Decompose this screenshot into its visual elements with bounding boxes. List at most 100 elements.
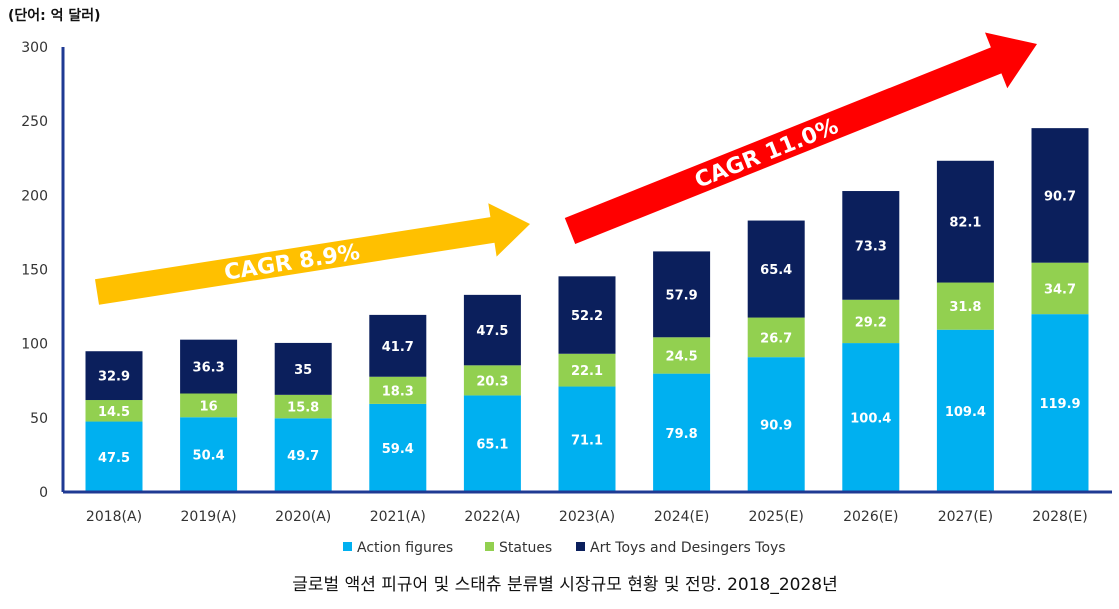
- bar-segment: [463, 365, 521, 396]
- bar-segment: [558, 386, 616, 492]
- cagr-arrow-2: [564, 32, 1037, 244]
- legend-swatch: [576, 542, 585, 551]
- data-label: 22.1: [571, 364, 603, 379]
- bar-segment: [463, 395, 521, 492]
- y-tick-label: 150: [21, 263, 48, 279]
- y-axis: 0 50 100 150 200 250 300: [21, 40, 65, 501]
- legend-label: Statues: [499, 540, 552, 556]
- bar-segment: [842, 191, 900, 300]
- y-tick-label: 50: [30, 411, 48, 427]
- data-label: 34.7: [1044, 282, 1076, 297]
- x-tick-label: 2028(E): [1032, 509, 1087, 525]
- cagr-label-2: CAGR 11.0%: [691, 114, 842, 194]
- data-label: 35: [294, 363, 312, 378]
- data-label: 100.4: [850, 412, 891, 427]
- bar-segment: [180, 417, 238, 492]
- data-label: 79.8: [666, 427, 698, 442]
- bar-segment: [936, 329, 994, 492]
- data-label: 26.7: [760, 331, 792, 346]
- legend-label: Art Toys and Desingers Toys: [590, 540, 786, 556]
- data-label: 109.4: [945, 405, 986, 420]
- bar-segment: [463, 294, 521, 366]
- bar-segment: [747, 357, 805, 492]
- bar-segment: [936, 282, 994, 330]
- bar-segment: [1031, 314, 1089, 492]
- data-label: 59.4: [382, 442, 414, 457]
- bar-segment: [274, 394, 332, 419]
- data-label: 41.7: [382, 340, 414, 355]
- y-tick-label: 300: [21, 40, 48, 56]
- bar-segment: [369, 376, 427, 404]
- legend-swatch: [485, 542, 494, 551]
- y-tick-label: 100: [21, 337, 48, 353]
- bar-segment: [1031, 262, 1089, 315]
- bar-segment: [653, 373, 711, 492]
- data-label: 71.1: [571, 433, 603, 448]
- cagr-label-1: CAGR 8.9%: [223, 240, 362, 286]
- bar-segment: [274, 342, 332, 395]
- legend-label: Action figures: [357, 540, 453, 556]
- data-label: 73.3: [855, 239, 887, 254]
- x-tick-label: 2025(E): [748, 509, 803, 525]
- bar-segment: [85, 400, 143, 422]
- bar-segment: [747, 317, 805, 358]
- cagr-arrow-1: [95, 203, 530, 305]
- bar-segment: [85, 351, 143, 401]
- data-label: 20.3: [476, 374, 508, 389]
- bar-segment: [1031, 128, 1089, 263]
- y-tick-label: 0: [39, 485, 48, 501]
- data-label: 82.1: [949, 216, 981, 231]
- x-tick-label: 2027(E): [938, 509, 993, 525]
- data-label: 49.7: [287, 449, 319, 464]
- bar-segment: [274, 418, 332, 492]
- data-label: 90.7: [1044, 189, 1076, 204]
- data-label: 31.8: [949, 300, 981, 315]
- legend: Action figures Statues Art Toys and Desing…: [343, 540, 786, 556]
- bar-segment: [842, 343, 900, 492]
- bar-segment: [85, 421, 143, 492]
- data-label: 15.8: [287, 401, 319, 416]
- bar-segment: [180, 393, 238, 418]
- x-tick-label: 2018(A): [86, 509, 142, 525]
- x-tick-label: 2022(A): [464, 509, 520, 525]
- data-label: 16: [200, 399, 218, 414]
- bar-segment: [369, 314, 427, 377]
- data-label: 65.1: [476, 438, 508, 453]
- data-label: 14.5: [98, 405, 130, 420]
- x-tick-label: 2023(A): [559, 509, 615, 525]
- bar-segment: [653, 337, 711, 374]
- data-label: 119.9: [1039, 397, 1080, 412]
- bar-segment: [747, 220, 805, 318]
- unit-label: (단어: 억 달러): [8, 7, 101, 24]
- data-label: 65.4: [760, 263, 792, 278]
- legend-swatch: [343, 542, 352, 551]
- data-label: 18.3: [382, 384, 414, 399]
- y-tick-label: 200: [21, 188, 48, 204]
- data-label: 50.4: [193, 449, 225, 464]
- data-label: 47.5: [98, 451, 130, 466]
- data-label: 57.9: [666, 288, 698, 303]
- data-label: 36.3: [193, 361, 225, 376]
- bars: 47.5 14.5 32.9 50.4 16 36.3 49.7 15.8 35 59.4 18.3…: [85, 128, 1089, 492]
- data-label: 52.2: [571, 309, 603, 324]
- x-tick-label: 2021(A): [370, 509, 426, 525]
- bar-segment: [558, 276, 616, 354]
- data-label: 32.9: [98, 370, 130, 385]
- data-label: 29.2: [855, 315, 887, 330]
- x-tick-label: 2024(E): [654, 509, 709, 525]
- bar-segment: [842, 299, 900, 344]
- bar-segment: [369, 403, 427, 492]
- data-label: 90.9: [760, 419, 792, 434]
- y-tick-label: 250: [21, 114, 48, 130]
- x-tick-label: 2020(A): [275, 509, 331, 525]
- chart-caption: 글로벌 액션 피규어 및 스태츄 분류별 시장규모 현황 및 전망. 2018_…: [292, 575, 837, 595]
- x-axis: 2018(A) 2019(A) 2020(A) 2021(A) 2022(A) 2023(…: [63, 490, 1112, 525]
- bar-segment: [936, 160, 994, 283]
- x-tick-label: 2019(A): [181, 509, 237, 525]
- data-label: 47.5: [476, 324, 508, 339]
- x-tick-label: 2026(E): [843, 509, 898, 525]
- bar-segment: [558, 353, 616, 387]
- bar-segment: [180, 339, 238, 394]
- data-label: 24.5: [666, 349, 698, 364]
